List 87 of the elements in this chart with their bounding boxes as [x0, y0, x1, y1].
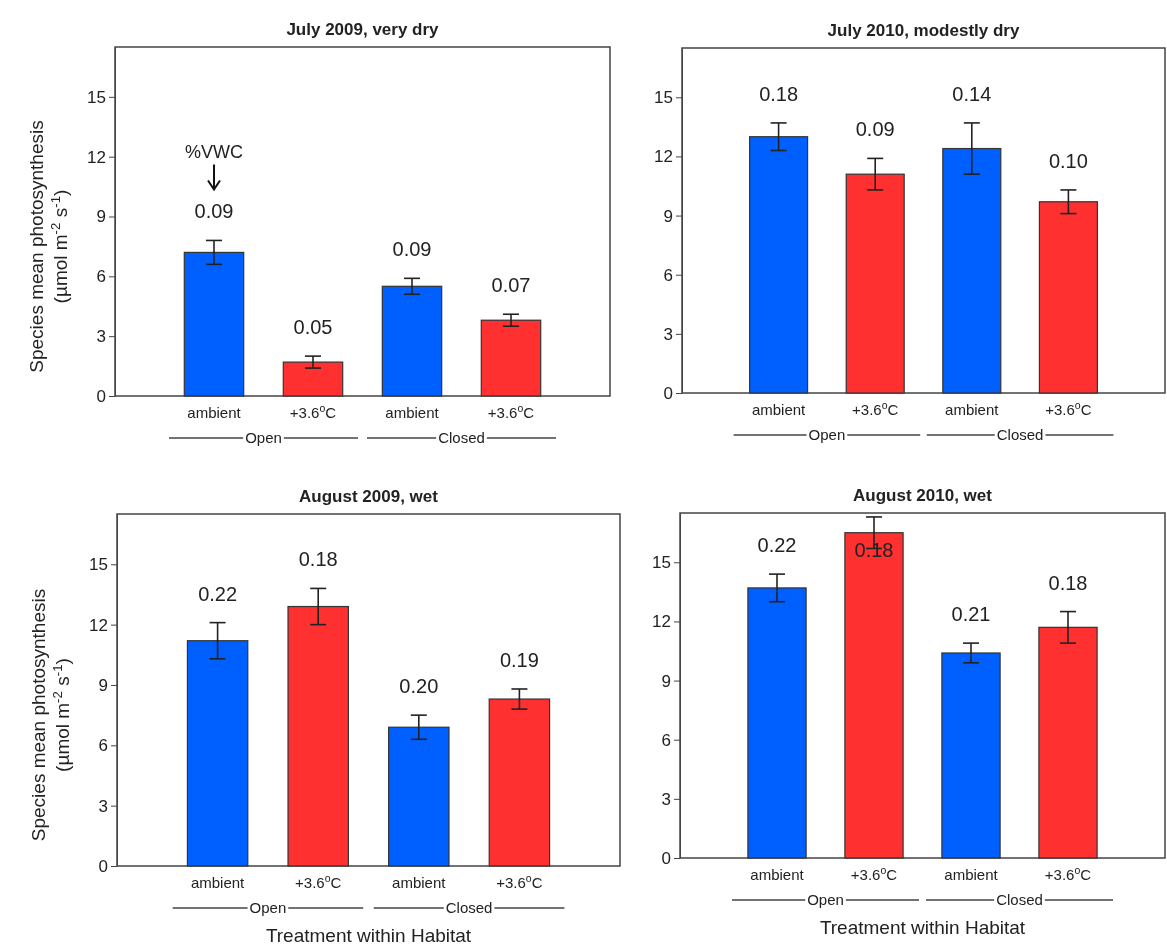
- y-tick-label: 6: [661, 730, 671, 750]
- annotation: 0.09: [392, 238, 432, 261]
- annotation: 0.09: [855, 118, 895, 141]
- bar: [186, 640, 249, 867]
- y-tick-label: 0: [661, 848, 671, 868]
- x-tick-label: +3.6$^{o}$C: [295, 872, 342, 891]
- annotation: 0.18: [298, 548, 338, 571]
- x-tick-label: +3.6$^{o}$C: [852, 399, 899, 418]
- text: Open: [245, 429, 282, 446]
- x-tick-label: ambient: [751, 401, 807, 418]
- x-tick-label: ambient: [190, 874, 246, 891]
- bar: [942, 147, 1002, 394]
- annotation: 0.18: [759, 82, 799, 105]
- bar: [747, 587, 807, 859]
- y-tick-label: 9: [661, 671, 671, 691]
- y-tick-label: 15: [87, 87, 106, 107]
- y-tick-label: 0: [98, 856, 108, 876]
- annotation: 0.05: [293, 316, 333, 339]
- x-tick-label: +3.6$^{o}$C: [1044, 864, 1092, 883]
- y-tick-label: 15: [654, 88, 673, 108]
- text: Open: [808, 426, 846, 443]
- x-tick-label: ambient: [944, 866, 999, 883]
- bar: [941, 652, 1001, 859]
- annotation: 0.22: [757, 534, 797, 557]
- y-tick-label: 12: [87, 147, 106, 167]
- bar: [287, 605, 349, 867]
- y-tick-label: 3: [96, 327, 106, 347]
- x-tick-label: +3.6$^{o}$C: [496, 872, 543, 891]
- bar: [749, 136, 809, 394]
- y-tick-label: 15: [652, 553, 671, 573]
- x-tick-label: ambient: [187, 404, 242, 421]
- text: Closed: [996, 426, 1044, 443]
- x-tick-label: +3.6$^{o}$C: [850, 864, 898, 883]
- x-tick-label: ambient: [945, 401, 1000, 418]
- x-tick-label: ambient: [750, 866, 805, 883]
- bar: [183, 251, 245, 397]
- text: Closed: [438, 429, 485, 446]
- y-tick-label: 6: [663, 265, 673, 285]
- y-tick-label: 3: [98, 796, 108, 816]
- annotation: 0.22: [198, 582, 238, 605]
- x-tick-label: +3.6$^{o}$C: [289, 402, 337, 421]
- y-tick-label: 9: [663, 206, 673, 226]
- x-tick-label: ambient: [392, 874, 447, 891]
- annotation: %VWC: [185, 142, 243, 163]
- text: Open: [807, 891, 844, 908]
- bar: [388, 726, 450, 867]
- bar: [480, 319, 542, 397]
- bar: [488, 698, 551, 867]
- y-tick-label: 12: [654, 147, 673, 167]
- x-tick-label: +3.6$^{o}$C: [1045, 399, 1092, 418]
- chart-title: July 2009, very dry: [286, 20, 440, 39]
- annotation: 0.18: [854, 538, 894, 561]
- chart-title: August 2009, wet: [299, 487, 439, 506]
- annotation: 0.09: [194, 200, 234, 223]
- y-tick-label: 3: [661, 789, 671, 809]
- y-tick-label: 0: [96, 386, 106, 406]
- x-axis-title: Treatment within Habitat: [265, 925, 472, 946]
- annotation: 0.21: [951, 603, 991, 626]
- x-tick-label: ambient: [385, 404, 440, 421]
- annotation: 0.19: [499, 648, 539, 671]
- chart-title: August 2010, wet: [853, 486, 993, 505]
- y-tick-label: 12: [652, 612, 671, 632]
- annotation: 0.18: [1048, 571, 1088, 594]
- annotation: 0.10: [1048, 149, 1088, 172]
- y-tick-label: 3: [663, 324, 673, 344]
- y-tick-label: 9: [98, 675, 108, 695]
- bar: [845, 173, 905, 394]
- y-tick-label: 12: [89, 615, 108, 635]
- annotation: 0.14: [952, 82, 992, 105]
- y-tick-label: 6: [96, 267, 106, 287]
- bar: [844, 532, 904, 859]
- x-tick-label: +3.6$^{o}$C: [487, 402, 535, 421]
- bar: [1038, 626, 1098, 859]
- chart-title: July 2010, modestly dry: [827, 21, 1020, 40]
- annotation: 0.07: [491, 274, 531, 297]
- y-tick-label: 6: [98, 736, 108, 756]
- bar: [282, 361, 344, 397]
- y-tick-label: 15: [89, 555, 108, 575]
- annotation: 0.20: [399, 675, 439, 698]
- y-tick-label: 0: [663, 383, 673, 403]
- bar: [1038, 201, 1098, 394]
- bar: [381, 285, 443, 397]
- x-axis-title: Treatment within Habitat: [819, 917, 1026, 938]
- y-tick-label: 9: [96, 207, 106, 227]
- text: Closed: [996, 891, 1043, 908]
- text: Open: [249, 899, 287, 916]
- text: Closed: [445, 899, 493, 916]
